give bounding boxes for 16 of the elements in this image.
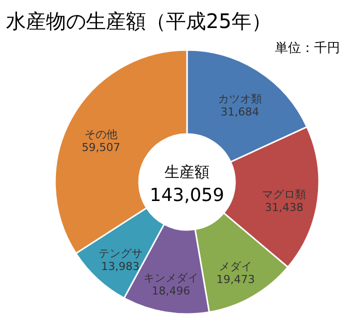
slice-label: メダイ <box>219 260 252 274</box>
data-label: 31,684 <box>220 106 260 118</box>
slice-label: その他 <box>84 128 118 142</box>
chart-subtitle: 単位：千円 <box>275 41 340 56</box>
data-label: 59,507 <box>82 141 120 154</box>
text: 生産額 <box>164 163 210 181</box>
data-label: 31,438 <box>264 201 304 214</box>
slice-label: カツオ類 <box>218 92 262 106</box>
slice-label: テングサ <box>98 246 142 260</box>
data-label: 13,983 <box>101 260 140 273</box>
slice-label: マグロ類 <box>262 188 306 202</box>
data-label: 19,473 <box>216 273 255 286</box>
chart-title: 水産物の生産額（平成25年） <box>6 9 272 33</box>
text: 143,059 <box>150 185 224 206</box>
data-label: 18,496 <box>152 284 190 298</box>
slice-label: キンメダイ <box>144 272 199 285</box>
